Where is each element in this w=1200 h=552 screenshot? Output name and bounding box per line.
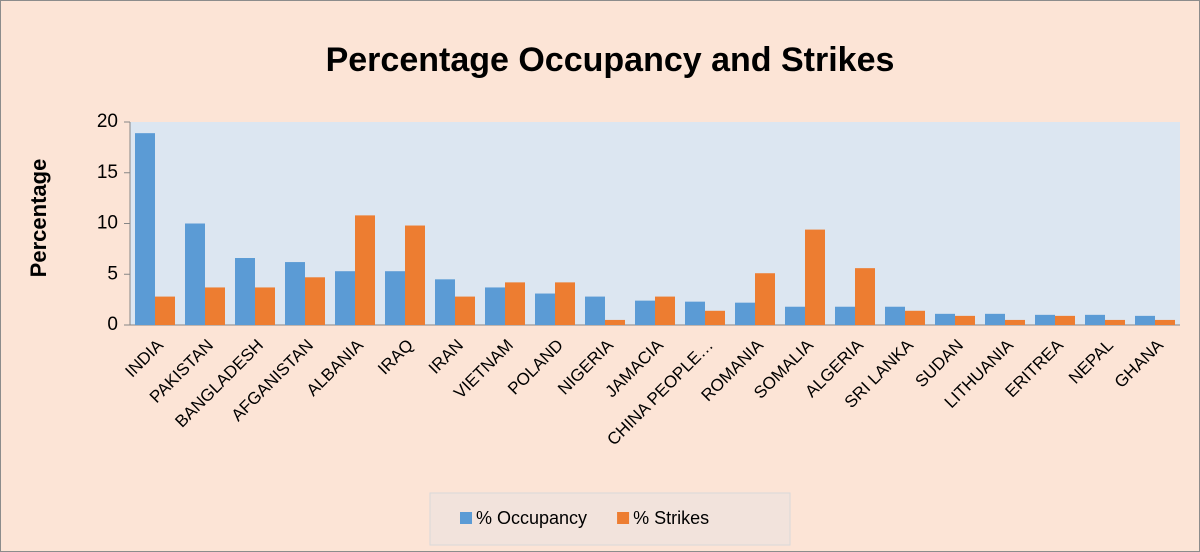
legend-marker: [460, 512, 472, 524]
bar: [385, 271, 405, 325]
bar: [885, 306, 905, 325]
bar: [535, 293, 555, 325]
bar: [635, 300, 655, 325]
bar: [1085, 314, 1105, 325]
bar: [355, 215, 375, 325]
y-tick-label: 20: [97, 111, 118, 132]
bar: [135, 133, 155, 325]
bar: [185, 223, 205, 325]
legend-label: % Strikes: [633, 508, 709, 528]
bar: [335, 271, 355, 325]
bar: [1005, 319, 1025, 325]
bar: [1055, 315, 1075, 325]
legend-label: % Occupancy: [476, 508, 587, 528]
bar: [505, 282, 525, 325]
bar: [855, 268, 875, 325]
bar: [685, 301, 705, 325]
bar: [205, 287, 225, 325]
bar: [455, 296, 475, 325]
bar: [1135, 315, 1155, 325]
y-tick-label: 15: [97, 162, 118, 183]
bar: [155, 296, 175, 325]
bar: [435, 279, 455, 325]
bar: [735, 302, 755, 325]
y-axis-label: Percentage: [26, 159, 51, 278]
bar: [605, 319, 625, 325]
bar: [955, 315, 975, 325]
bar: [1035, 314, 1055, 325]
bar: [655, 296, 675, 325]
legend-box: [429, 492, 791, 546]
bar: [785, 306, 805, 325]
bar: [835, 306, 855, 325]
bar: [805, 229, 825, 325]
y-tick-label: 10: [97, 213, 118, 234]
bar: [555, 282, 575, 325]
bar: [705, 310, 725, 325]
bar: [485, 287, 505, 325]
legend-marker: [617, 512, 630, 524]
bar: [405, 225, 425, 325]
bar: [285, 262, 305, 325]
bar: [1105, 319, 1125, 325]
bar: [755, 273, 775, 325]
bar: [255, 287, 275, 325]
bar: [1155, 319, 1175, 325]
bar: [985, 313, 1005, 325]
bar: [305, 277, 325, 325]
bar: [585, 296, 605, 325]
chart-title: Percentage Occupancy and Strikes: [326, 41, 895, 79]
bar: [935, 313, 955, 325]
y-tick-label: 5: [107, 263, 118, 284]
y-tick-label: 0: [107, 314, 118, 335]
bar: [905, 310, 925, 325]
bar: [235, 258, 255, 325]
